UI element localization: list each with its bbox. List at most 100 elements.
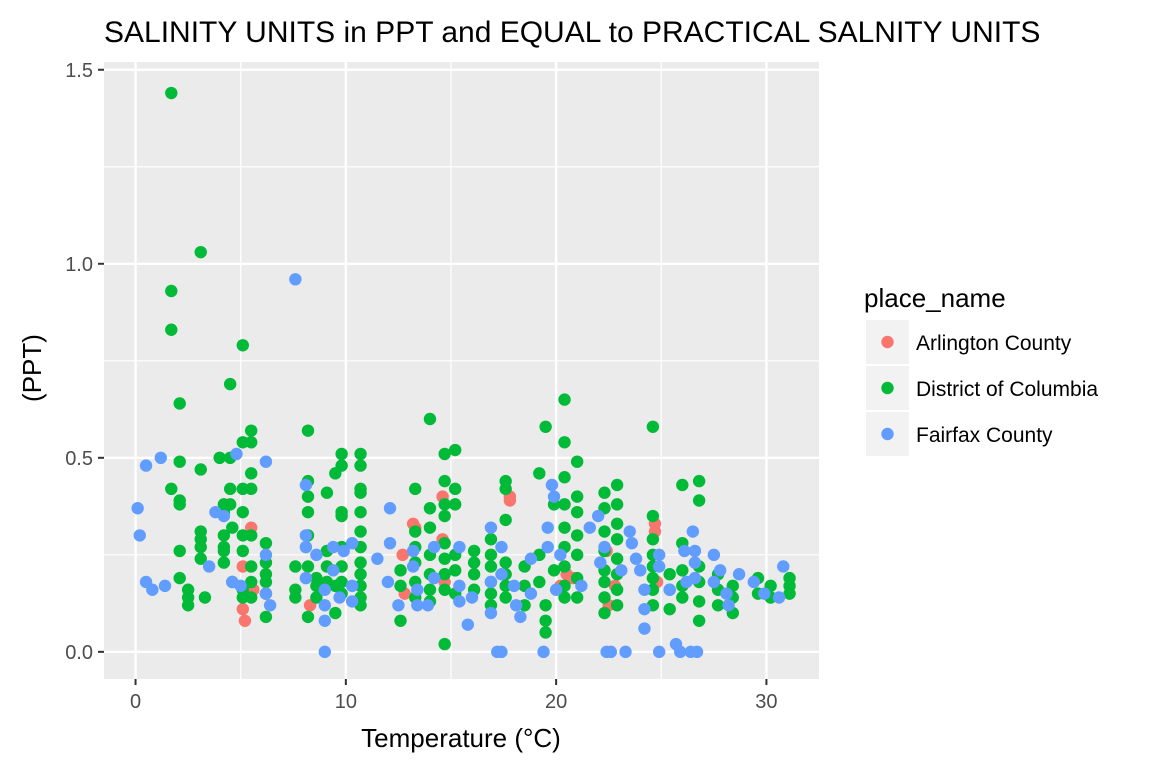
scatter-point [245, 436, 258, 449]
scatter-point [217, 556, 231, 569]
scatter-point [591, 509, 605, 523]
scatter-point [427, 540, 441, 554]
scatter-point [663, 583, 676, 596]
scatter-point [678, 544, 691, 558]
scatter-point [615, 564, 628, 577]
scatter-point [604, 645, 618, 659]
scatter-point [625, 536, 639, 550]
scatter-point [448, 564, 462, 577]
scatter-point [484, 521, 498, 534]
scatter-point [467, 568, 481, 581]
scatter-point [509, 599, 523, 612]
scatter-point [223, 482, 237, 496]
scatter-point [570, 529, 584, 542]
scatter-point [236, 339, 249, 352]
scatter-point [461, 618, 475, 631]
scatter-point [173, 544, 186, 558]
scatter-point [438, 509, 451, 523]
scatter-point [371, 552, 384, 565]
scatter-point [524, 587, 538, 600]
scatter-point [181, 599, 195, 612]
scatter-point [594, 556, 607, 569]
scatter-point [722, 599, 735, 612]
scatter-point [217, 509, 231, 523]
legend-label: Fairfax County [916, 424, 1053, 447]
scatter-point [507, 579, 521, 593]
scatter-point [549, 583, 563, 596]
scatter-point [514, 610, 527, 624]
scatter-point [333, 591, 346, 604]
scatter-point [692, 494, 706, 507]
scatter-point [541, 540, 554, 554]
scatter-point [610, 552, 624, 565]
scatter-point [570, 455, 584, 468]
scatter-point [146, 583, 159, 596]
scatter-point [554, 548, 567, 562]
scatter-point [406, 544, 420, 558]
scatter-point [392, 599, 405, 612]
scatter-point [337, 544, 350, 558]
scatter-point [663, 568, 676, 581]
scatter-point [598, 575, 611, 589]
scatter-point [598, 525, 611, 538]
scatter-point [453, 595, 466, 608]
scatter-point [406, 560, 420, 573]
scatter-point [610, 583, 624, 596]
scatter-point [421, 599, 435, 612]
scatter-point [558, 471, 571, 484]
y-tick-label: 0.0 [65, 642, 93, 664]
scatter-point [524, 552, 538, 565]
scatter-point [646, 509, 660, 523]
scatter-point [354, 556, 367, 569]
scatter-point [194, 552, 207, 565]
scatter-point [133, 529, 146, 542]
scatter-point [558, 393, 571, 406]
scatter-point [570, 591, 584, 604]
scatter-point [245, 424, 258, 437]
scatter-point [539, 599, 552, 612]
scatter-point [783, 587, 796, 600]
scatter-point [158, 579, 172, 593]
scatter-point [245, 482, 258, 496]
scatter-point [598, 486, 611, 499]
scatter-point [238, 614, 252, 627]
scatter-point [301, 505, 315, 519]
scatter-point [354, 568, 367, 581]
scatter-point [383, 536, 397, 550]
scatter-point [676, 564, 689, 577]
legend-label: District of Columbia [916, 378, 1098, 401]
scatter-point [423, 583, 437, 596]
scatter-point [354, 447, 367, 461]
scatter-point [495, 645, 508, 659]
scatter-point [194, 540, 207, 554]
scatter-point [427, 571, 441, 585]
scatter-point [223, 377, 237, 391]
scatter-point [638, 583, 651, 596]
scatter-point [570, 490, 584, 503]
scatter-point [409, 482, 422, 496]
scatter-point [533, 467, 546, 480]
scatter-point [299, 478, 313, 492]
chart-title: SALINITY UNITS in PPT and EQUAL to PRACT… [104, 16, 1040, 49]
scatter-point [688, 544, 702, 558]
scatter-point [598, 606, 611, 620]
scatter-point [165, 86, 178, 100]
scatter-point [236, 544, 249, 558]
scatter-point [747, 575, 761, 589]
scatter-point [539, 614, 552, 627]
scatter-point [173, 571, 186, 585]
scatter-point [438, 637, 451, 651]
scatter-point [777, 560, 790, 573]
scatter-point [484, 548, 498, 562]
scatter-point [484, 560, 498, 573]
scatter-point [690, 645, 704, 659]
scatter-point [533, 575, 546, 589]
scatter-point [732, 568, 746, 581]
scatter-point [354, 459, 367, 472]
y-axis-ticks: 0.0 0.5 1.0 1.5 [65, 60, 104, 664]
x-axis-ticks: 0 10 20 30 [130, 679, 778, 713]
x-tick-label: 10 [335, 691, 357, 713]
scatter-point [223, 498, 237, 511]
scatter-point [259, 587, 273, 600]
scatter-point [263, 599, 277, 612]
